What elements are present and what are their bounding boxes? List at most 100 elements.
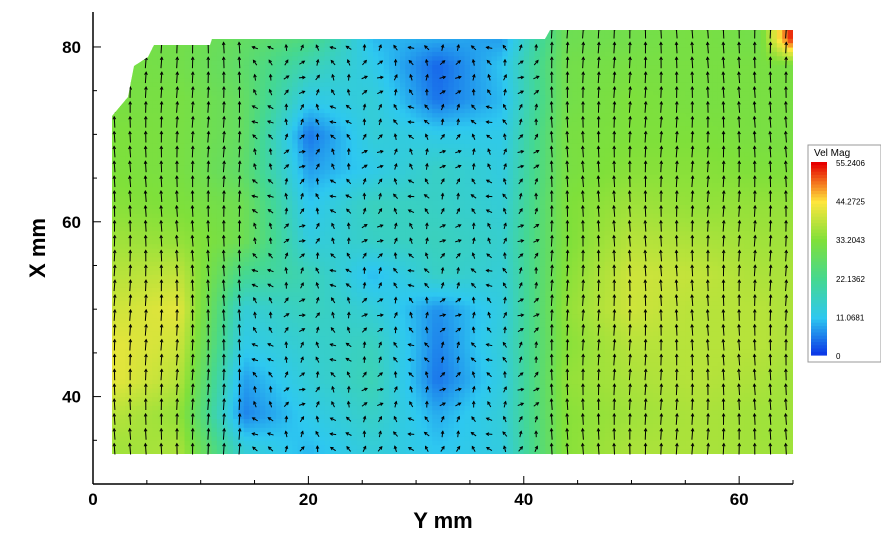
contour-cell [394,396,401,402]
contour-cell [410,335,417,341]
contour-cell [136,357,143,363]
contour-cell [222,300,229,306]
contour-cell [620,370,627,376]
contour-cell [313,322,320,328]
contour-cell [593,317,600,323]
contour-cell [502,339,509,345]
contour-cell [685,352,692,358]
contour-cell [491,383,498,389]
contour-cell [114,291,121,297]
contour-cell [426,383,433,389]
contour-cell [373,379,379,385]
contour-cell [728,449,735,455]
contour-cell [383,317,390,323]
contour-cell [486,383,493,389]
contour-cell [443,435,449,441]
contour-cell [679,427,686,433]
contour-cell [130,348,137,354]
contour-cell [620,396,627,402]
contour-cell [356,339,363,345]
contour-cell [663,422,670,428]
contour-cell [588,400,595,406]
contour-cell [394,352,401,358]
contour-cell [286,366,293,371]
contour-cell [351,335,358,341]
contour-cell [550,291,557,297]
contour-cell [593,405,600,411]
contour-cell [233,282,239,288]
contour-cell [556,370,563,376]
contour-cell [152,440,159,446]
contour-cell [782,435,789,441]
contour-cell [119,304,126,310]
contour-cell [475,352,482,358]
contour-cell [448,427,455,433]
contour-cell [545,409,552,415]
contour-cell [383,396,390,402]
contour-cell [653,418,659,424]
contour-cell [588,383,595,389]
contour-cell [367,326,374,332]
contour-cell [114,366,121,371]
contour-cell [426,326,433,332]
contour-cell [238,449,245,455]
contour-cell [319,352,326,358]
contour-cell [502,335,509,341]
contour-cell [421,348,428,354]
contour-cell [233,296,239,302]
contour-cell [561,361,568,367]
contour-cell [163,282,169,288]
contour-cell [539,414,546,420]
contour-cell [308,414,315,420]
contour-cell [112,304,116,310]
contour-cell [308,331,315,337]
contour-cell [259,361,266,367]
contour-cell [319,409,326,415]
contour-cell [663,435,670,441]
contour-cell [168,396,175,402]
contour-cell [669,400,676,406]
contour-cell [281,335,288,341]
contour-cell [679,352,686,358]
contour-cell [776,296,783,302]
contour-cell [518,379,525,385]
contour-cell [469,440,476,446]
contour-cell [297,449,304,455]
contour-cell [593,282,600,288]
contour-cell [367,379,374,385]
contour-cell [426,291,433,297]
contour-cell [787,366,793,371]
contour-cell [539,296,546,302]
contour-cell [259,300,266,306]
contour-cell [717,282,724,288]
contour-cell [556,427,563,433]
contour-cell [303,287,309,293]
contour-cell [437,370,444,376]
contour-cell [335,383,342,389]
contour-cell [356,344,363,350]
contour-cell [112,400,116,406]
contour-cell [679,431,686,437]
contour-cell [685,409,692,415]
contour-cell [723,409,729,415]
contour-cell [421,418,428,424]
contour-cell [259,383,266,389]
contour-cell [583,444,589,450]
contour-cell [276,322,283,328]
contour-cell [130,374,137,380]
contour-cell [604,379,611,385]
contour-cell [421,287,428,293]
contour-cell [653,331,659,337]
contour-cell [270,357,277,363]
contour-cell [561,387,568,393]
contour-cell [604,344,611,350]
contour-cell [416,357,423,363]
contour-cell [793,283,799,288]
contour-cell [728,313,735,319]
contour-cell [184,374,191,380]
contour-cell [432,339,439,345]
contour-cell [130,331,137,337]
contour-cell [136,335,143,341]
contour-cell [615,331,622,337]
contour-cell [259,296,266,302]
